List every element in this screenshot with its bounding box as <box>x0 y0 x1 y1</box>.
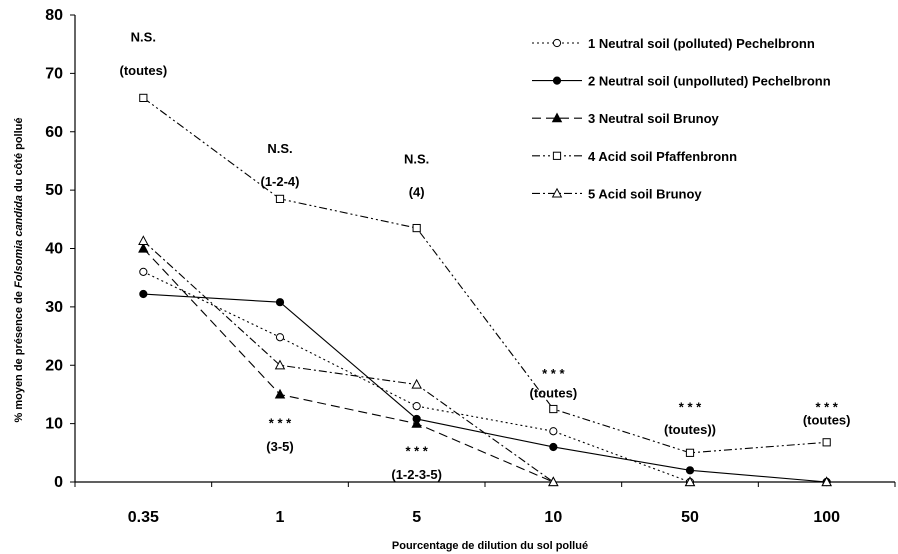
data-point <box>139 93 148 102</box>
data-point <box>549 427 558 436</box>
y-axis-title-part-3: du côté pollué <box>13 117 25 195</box>
y-tick-label: 10 <box>45 416 63 433</box>
data-point <box>685 448 695 457</box>
x-tick-label: 10 <box>544 509 562 526</box>
series-3 <box>138 242 832 487</box>
series-layer <box>138 93 832 487</box>
annotation-label: * * * <box>269 415 292 430</box>
annotation-label: * * * <box>405 443 428 458</box>
series-line <box>143 97 827 454</box>
x-tick-label: 5 <box>412 509 421 526</box>
series-line <box>143 271 827 483</box>
x-tick-label: 1 <box>276 509 285 526</box>
y-tick-label: 30 <box>45 299 63 316</box>
annotation-label: (3-5) <box>266 439 293 454</box>
annotations-layer: N.S.(toutes)N.S.(1-2-4)N.S.(4)* * *(tout… <box>119 30 850 482</box>
annotation-label: (1-2-4) <box>260 174 299 189</box>
data-point <box>821 476 832 487</box>
legend-entry-4: 4 Acid soil Pfaffenbronn <box>532 149 737 164</box>
x-tick-label: 0.35 <box>128 509 159 526</box>
y-tick-label: 50 <box>45 182 63 199</box>
x-axis-title: Pourcentage de dilution du sol pollué <box>392 540 588 552</box>
data-point <box>274 359 286 370</box>
data-point <box>552 76 562 85</box>
data-point <box>275 298 285 307</box>
legend-label: 3 Neutral soil Brunoy <box>588 111 720 126</box>
data-point <box>551 112 563 123</box>
y-tick-label: 70 <box>45 65 63 82</box>
x-tick-label: 100 <box>813 509 840 526</box>
data-point <box>275 194 285 203</box>
data-point <box>411 378 422 389</box>
annotation-label: * * * <box>679 400 702 415</box>
series-line <box>142 248 827 483</box>
annotation-label: N.S. <box>267 141 292 156</box>
series-line <box>142 240 827 483</box>
annotation-label: (toutes) <box>529 386 577 401</box>
data-point <box>549 404 558 414</box>
annotation-label: * * * <box>542 366 565 381</box>
series-4 <box>139 93 831 457</box>
annotation-label: (toutes)) <box>664 422 716 437</box>
data-point <box>138 242 149 253</box>
data-point <box>412 223 421 233</box>
legend-entry-1: 1 Neutral soil (polluted) Pechelbronn <box>532 36 815 51</box>
annotation-label: (toutes) <box>803 413 851 428</box>
data-point <box>412 402 421 411</box>
data-point <box>822 438 831 447</box>
data-point <box>552 151 562 160</box>
y-tick-label: 60 <box>45 124 63 141</box>
y-axis-title: % moyen de présence de Folsomia candida … <box>13 117 25 422</box>
y-tick-label: 20 <box>45 357 63 374</box>
annotation-label: (toutes) <box>119 63 167 78</box>
x-tick-label: 50 <box>681 509 699 526</box>
annotation-label: N.S. <box>404 152 429 167</box>
annotation-label: (4) <box>409 184 425 199</box>
data-point <box>551 187 563 198</box>
annotation-label: N.S. <box>131 30 156 45</box>
legend-label: 5 Acid soil Brunoy <box>588 186 702 201</box>
legend-entry-3: 3 Neutral soil Brunoy <box>532 111 720 126</box>
series-line <box>143 293 827 483</box>
y-tick-label: 80 <box>45 7 63 24</box>
series-5 <box>138 235 832 487</box>
axes: 0 10 20 30 40 50 60 70 80 0.35 1 5 10 50 100 <box>45 7 896 526</box>
legend: 1 Neutral soil (polluted) Pechelbronn 2 N… <box>532 36 831 201</box>
y-axis-title-species: Folsomia candida <box>13 195 25 288</box>
data-point <box>685 466 695 475</box>
data-point <box>684 476 696 487</box>
data-point <box>274 388 286 399</box>
legend-entry-2: 2 Neutral soil (unpolluted) Pechelbronn <box>532 74 831 89</box>
data-point <box>552 38 562 48</box>
y-tick-label: 40 <box>45 241 63 258</box>
data-point <box>139 267 148 276</box>
data-point <box>275 333 285 342</box>
legend-label: 2 Neutral soil (unpolluted) Pechelbronn <box>588 74 831 89</box>
data-point <box>411 417 422 428</box>
y-tick-label: 0 <box>54 474 63 491</box>
legend-entry-5: 5 Acid soil Brunoy <box>532 186 702 201</box>
annotation-label: * * * <box>815 400 838 415</box>
legend-label: 1 Neutral soil (polluted) Pechelbronn <box>588 36 815 51</box>
data-point <box>139 289 148 299</box>
data-point <box>549 442 558 452</box>
data-point <box>548 476 559 487</box>
y-axis-title-part-1: % moyen de présence de <box>13 288 25 423</box>
annotation-label: (1-2-3-5) <box>391 467 442 482</box>
legend-label: 4 Acid soil Pfaffenbronn <box>588 149 737 164</box>
data-point <box>138 235 149 246</box>
